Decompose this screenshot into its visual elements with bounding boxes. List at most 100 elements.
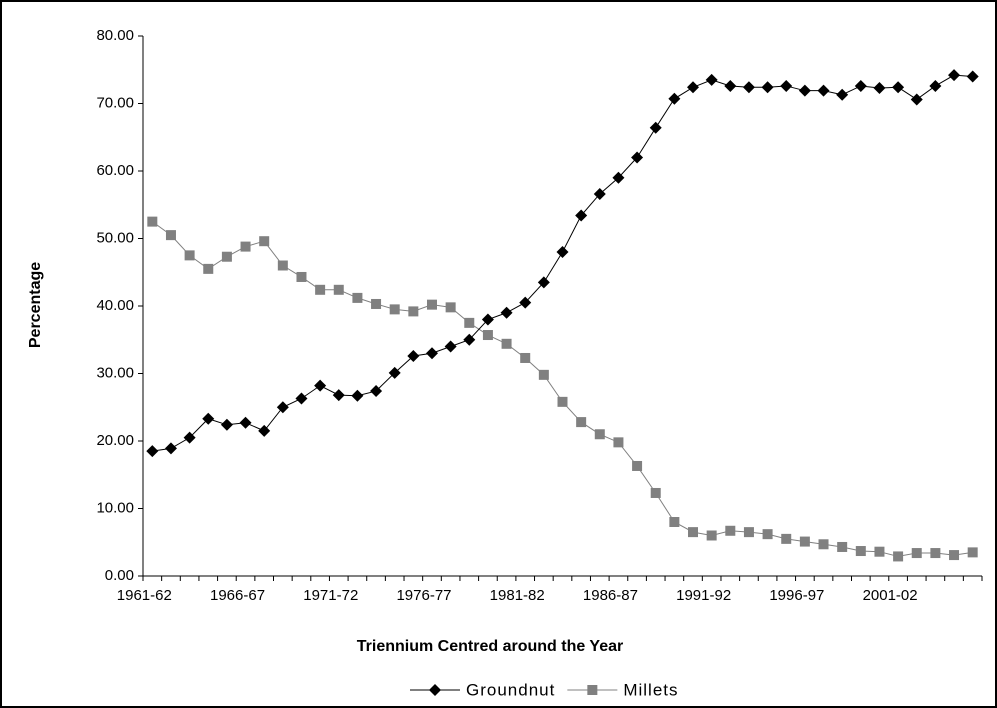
marker	[706, 530, 717, 541]
marker	[650, 487, 661, 498]
y-tick-label: 40.00	[96, 297, 134, 314]
legend-item: Groundnut	[410, 680, 555, 699]
x-tick-label: 1991-92	[676, 587, 731, 604]
marker	[239, 416, 252, 429]
marker	[893, 551, 904, 562]
marker	[594, 429, 605, 440]
marker	[276, 401, 289, 414]
marker	[408, 306, 419, 317]
marker	[165, 230, 176, 241]
marker	[705, 73, 718, 86]
marker	[296, 271, 307, 282]
marker	[425, 347, 438, 360]
marker	[929, 79, 942, 92]
marker	[668, 92, 681, 105]
marker	[837, 541, 848, 552]
marker	[556, 246, 569, 258]
marker	[277, 260, 288, 271]
marker	[910, 93, 923, 106]
marker	[688, 527, 699, 538]
marker	[537, 276, 550, 289]
x-tick-label: 1966-67	[210, 587, 265, 604]
marker	[687, 81, 700, 94]
marker	[352, 292, 363, 303]
marker	[632, 460, 643, 471]
marker	[892, 81, 905, 94]
marker	[743, 527, 754, 538]
marker	[429, 684, 441, 696]
marker	[631, 151, 644, 164]
x-tick-label: 2001-02	[863, 587, 918, 604]
marker	[854, 79, 867, 92]
marker	[798, 84, 811, 97]
marker	[259, 236, 270, 247]
marker	[426, 299, 437, 310]
marker	[724, 79, 737, 92]
x-tick-label: 1961-62	[117, 587, 172, 604]
marker	[649, 121, 662, 134]
marker	[576, 417, 587, 428]
y-tick-label: 60.00	[96, 162, 134, 179]
marker	[164, 442, 177, 455]
y-tick-label: 20.00	[96, 432, 134, 449]
y-tick-label: 0.00	[105, 567, 134, 584]
marker	[183, 431, 196, 444]
marker	[725, 525, 736, 536]
x-tick-label: 1996-97	[769, 587, 824, 604]
marker	[587, 685, 598, 695]
marker	[407, 349, 420, 362]
marker	[184, 250, 195, 261]
marker	[593, 187, 606, 200]
marker	[762, 529, 773, 540]
y-tick-label: 70.00	[96, 94, 134, 111]
marker	[873, 81, 886, 94]
y-tick-label: 80.00	[96, 27, 134, 44]
marker	[948, 69, 961, 82]
marker	[351, 389, 364, 402]
marker	[389, 304, 400, 315]
marker	[818, 539, 829, 550]
marker	[967, 547, 978, 558]
marker	[874, 546, 885, 557]
marker	[500, 306, 513, 319]
marker	[388, 366, 401, 379]
marker	[612, 171, 625, 184]
y-tick-label: 50.00	[96, 229, 134, 246]
marker	[742, 81, 755, 94]
y-tick-label: 30.00	[96, 364, 134, 381]
y-tick-label: 10.00	[96, 499, 134, 516]
legend-item: Millets	[567, 680, 678, 699]
marker	[519, 296, 532, 309]
marker	[930, 548, 941, 559]
marker	[780, 79, 793, 92]
x-tick-label: 1981-82	[490, 587, 545, 604]
x-tick-label: 1971-72	[303, 587, 358, 604]
marker	[220, 418, 233, 431]
legend-label: Millets	[623, 680, 678, 699]
marker	[911, 548, 922, 559]
marker	[240, 241, 251, 252]
marker	[538, 369, 549, 380]
marker	[203, 263, 214, 274]
marker	[315, 284, 326, 295]
marker	[370, 385, 383, 398]
marker	[781, 533, 792, 544]
marker	[855, 546, 866, 557]
marker	[444, 340, 457, 353]
marker	[557, 396, 568, 407]
marker	[445, 302, 456, 313]
marker	[332, 389, 345, 402]
marker	[463, 333, 476, 346]
marker	[949, 550, 960, 561]
marker	[371, 298, 382, 309]
marker	[761, 81, 774, 94]
marker	[482, 330, 493, 341]
x-tick-label: 1976-77	[396, 587, 451, 604]
y-axis-title: Percentage	[27, 262, 44, 348]
marker	[613, 437, 624, 448]
legend-label: Groundnut	[466, 680, 555, 699]
marker	[481, 313, 494, 326]
